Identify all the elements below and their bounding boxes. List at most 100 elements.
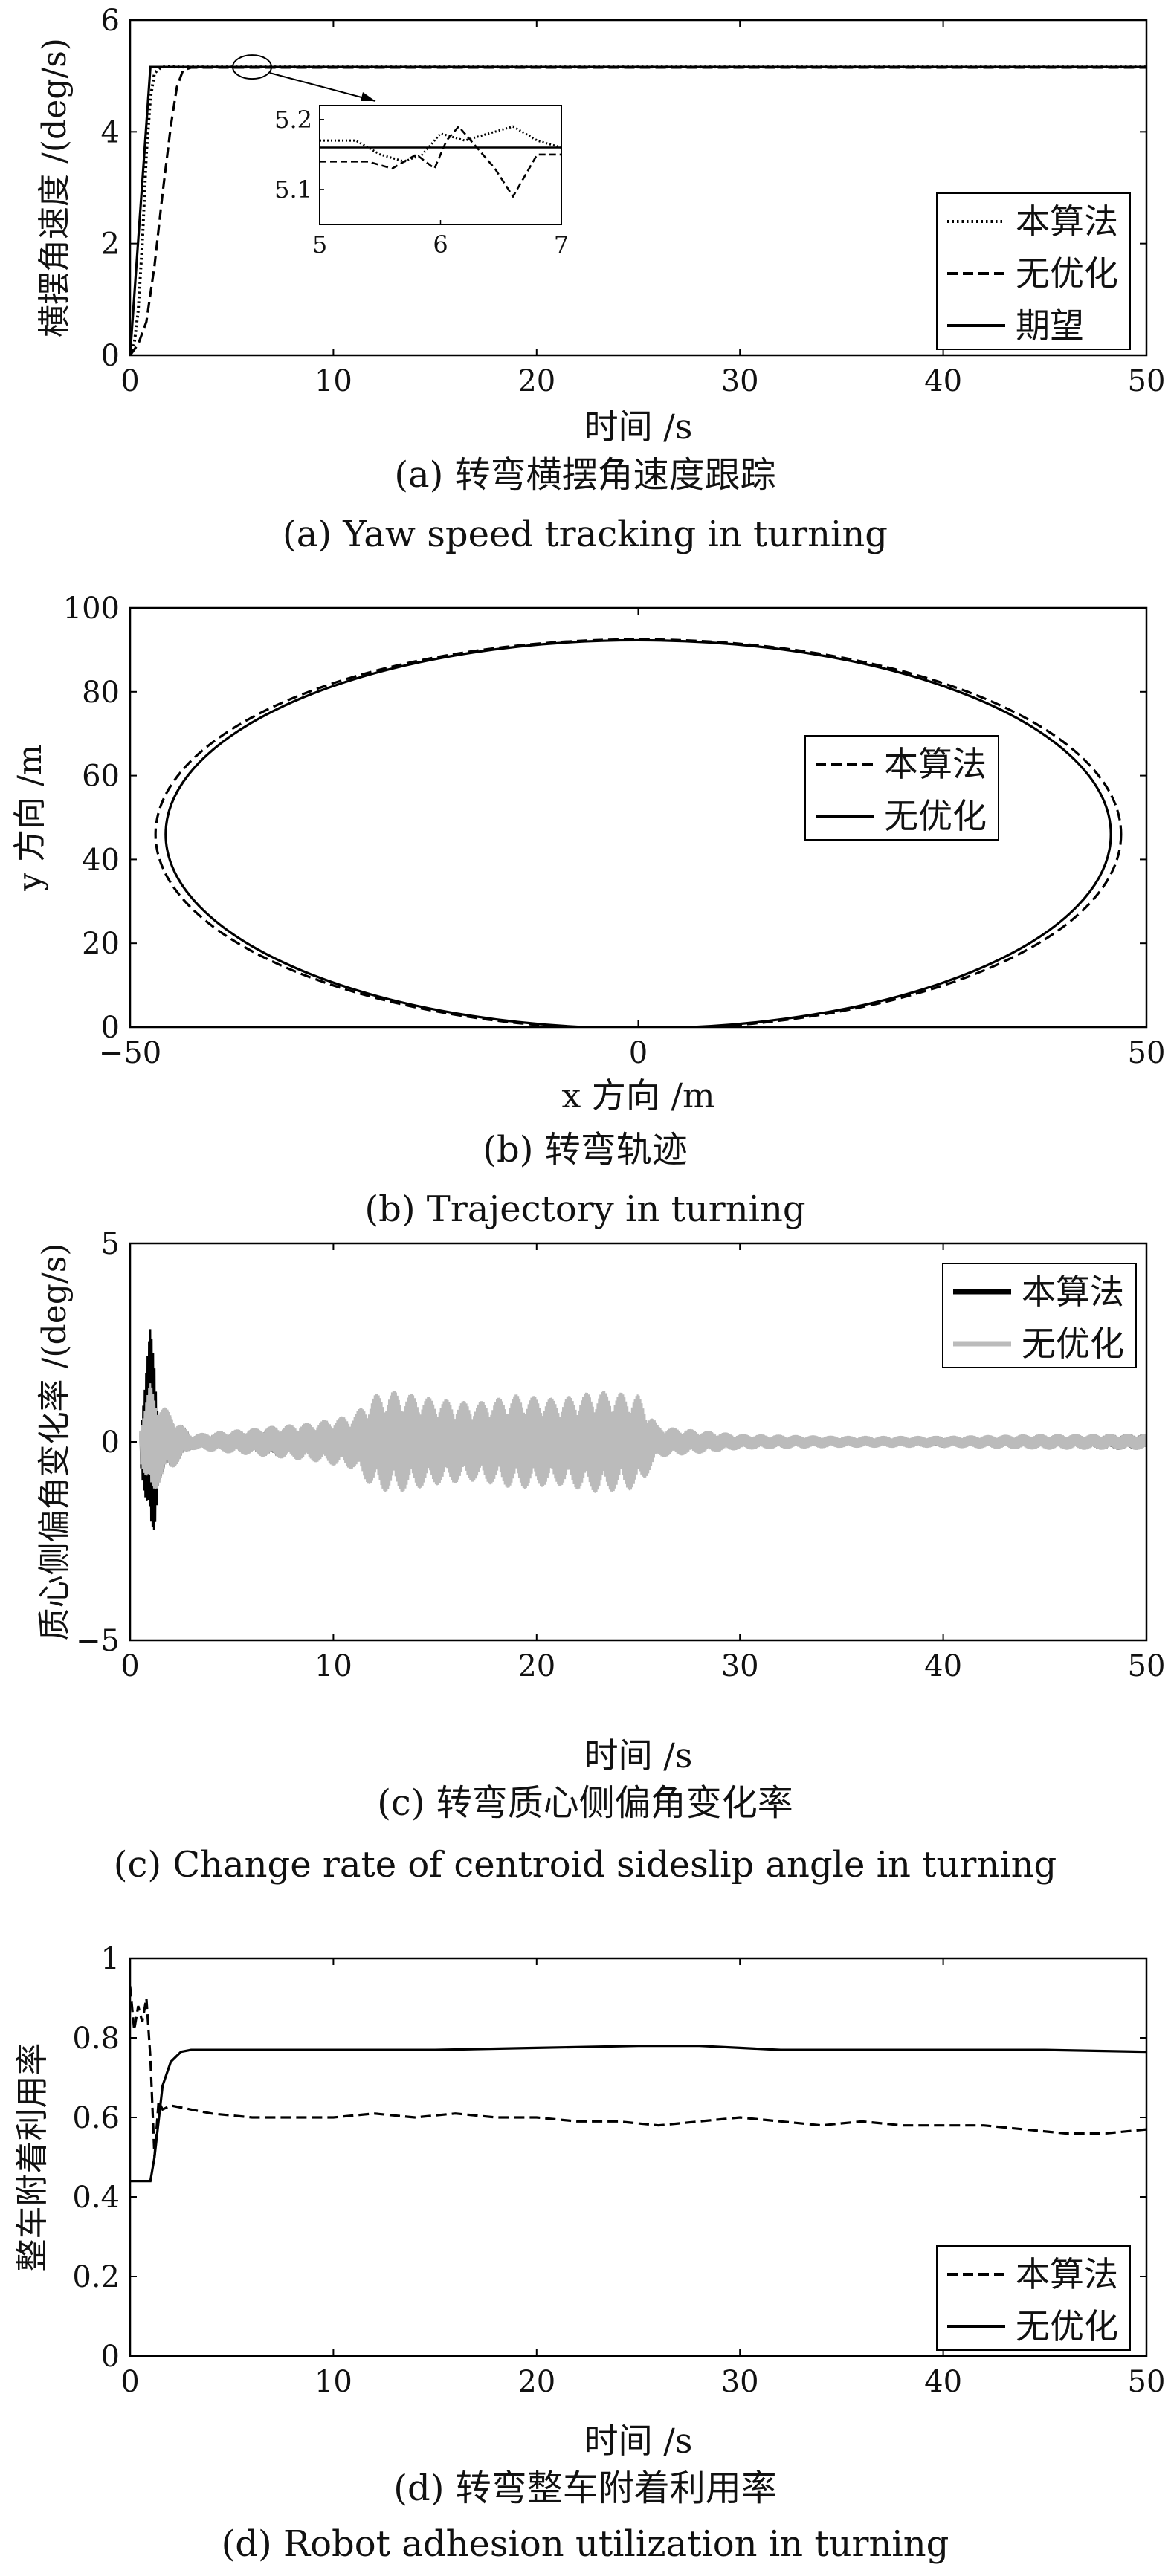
y-tick-label: 1 — [101, 1942, 120, 1976]
x-axis-label: 时间 /s — [584, 1735, 693, 1776]
y-tick-label: 20 — [82, 927, 120, 961]
plot-area — [130, 65, 1146, 355]
series-line — [130, 66, 1146, 355]
caption-en: (b) Trajectory in turning — [364, 1188, 805, 1230]
x-tick-label: 40 — [924, 364, 962, 398]
y-tick-label: −5 — [76, 1624, 120, 1658]
inset-y-tick-label: 5.1 — [274, 175, 312, 204]
axes-frame — [129, 606, 1148, 1029]
y-tick-label: 4 — [101, 115, 120, 149]
x-tick-label: 40 — [924, 2365, 962, 2399]
caption-cn: (b) 转弯轨迹 — [483, 1129, 687, 1171]
x-tick-label: 0 — [629, 1036, 648, 1070]
y-tick-label: 0 — [101, 1011, 120, 1045]
y-tick-label: 0.8 — [72, 2022, 120, 2056]
legend-label: 无优化 — [1016, 253, 1118, 294]
inset-frame — [319, 105, 562, 225]
series-line — [154, 638, 1123, 1027]
y-axis-label: 整车附着利用率 — [13, 2043, 51, 2272]
x-axis-label: 时间 /s — [584, 2421, 693, 2461]
y-tick-label: 100 — [63, 592, 120, 626]
x-tick-label: −50 — [99, 1036, 161, 1070]
inset-series-line — [320, 125, 561, 198]
series-line — [130, 2045, 1146, 2183]
y-tick-label: 40 — [82, 843, 120, 877]
y-axis-label: 横摆角速度 /(deg/s) — [36, 38, 74, 337]
x-axis-label: x 方向 /m — [561, 1075, 714, 1116]
y-tick-label: 0.6 — [72, 2101, 120, 2135]
x-tick-label: 50 — [1128, 2365, 1166, 2399]
y-tick-label: 0 — [101, 2340, 120, 2374]
axes-frame — [129, 1957, 1148, 2357]
inset-x-tick-label: 7 — [554, 230, 569, 259]
y-tick-label: 0 — [101, 1425, 120, 1460]
x-tick-label: 10 — [314, 364, 352, 398]
x-tick-label: 50 — [1128, 364, 1166, 398]
caption-en: (d) Robot adhesion utilization in turnin… — [222, 2523, 949, 2565]
inset-y-tick-label: 5.2 — [274, 106, 312, 134]
plot-area — [154, 638, 1123, 1027]
x-tick-label: 50 — [1128, 1649, 1166, 1683]
zoom-marker — [232, 54, 273, 80]
zoom-arrowhead — [361, 92, 375, 101]
y-tick-label: 0.2 — [72, 2260, 120, 2294]
inset-x-tick-label: 5 — [312, 230, 327, 259]
legend-label: 无优化 — [1016, 2306, 1118, 2346]
x-tick-label: 20 — [517, 364, 555, 398]
y-tick-label: 2 — [101, 227, 120, 262]
y-tick-label: 80 — [82, 676, 120, 710]
y-tick-label: 5 — [101, 1227, 120, 1261]
x-tick-label: 30 — [721, 1649, 759, 1683]
legend-label: 本算法 — [1016, 201, 1118, 242]
y-tick-label: 60 — [82, 760, 120, 794]
axes-frame — [129, 19, 1148, 357]
legend-label: 无优化 — [884, 796, 987, 836]
plot-area — [130, 1986, 1146, 2183]
caption-en: (c) Change rate of centroid sideslip ang… — [114, 1844, 1057, 1886]
series-line — [164, 638, 1112, 1027]
x-tick-label: 10 — [314, 1649, 352, 1683]
series-line — [130, 65, 1146, 355]
x-tick-label: 30 — [721, 2365, 759, 2399]
x-tick-label: 30 — [721, 364, 759, 398]
legend-label: 期望 — [1016, 305, 1084, 346]
x-tick-label: 20 — [517, 2365, 555, 2399]
y-tick-label: 6 — [101, 4, 120, 38]
x-axis-label: 时间 /s — [584, 407, 693, 447]
y-axis-label: y 方向 /m — [11, 744, 49, 891]
caption-cn: (d) 转弯整车附着利用率 — [393, 2467, 776, 2509]
legend-label: 本算法 — [1022, 1272, 1124, 1312]
plot-area — [139, 1329, 1146, 1530]
x-tick-label: 20 — [517, 1649, 555, 1683]
caption-cn: (a) 转弯横摆角速度跟踪 — [394, 454, 775, 496]
legend-label: 无优化 — [1022, 1324, 1124, 1364]
x-tick-label: 0 — [120, 2365, 139, 2399]
series-line — [130, 65, 1146, 355]
inset-x-tick-label: 6 — [433, 230, 448, 259]
x-tick-label: 0 — [120, 1649, 139, 1683]
x-tick-label: 10 — [314, 2365, 352, 2399]
series-line — [139, 1383, 1146, 1493]
axes-frame — [129, 1242, 1148, 1642]
caption-en: (a) Yaw speed tracking in turning — [283, 514, 888, 555]
series-line — [130, 1986, 1146, 2158]
legend-box — [804, 735, 999, 841]
x-tick-label: 0 — [120, 364, 139, 398]
inset-chart: 5 6 7 5.1 5.2 — [274, 105, 569, 259]
inset-plot — [320, 125, 561, 198]
y-axis-label: 质心侧偏角变化率 /(deg/s) — [36, 1243, 74, 1641]
x-tick-label: 40 — [924, 1649, 962, 1683]
y-tick-label: 0.4 — [72, 2181, 120, 2215]
legend-label: 本算法 — [1016, 2254, 1118, 2294]
y-tick-label: 0 — [101, 339, 120, 373]
legend-box — [942, 1263, 1137, 1368]
x-tick-label: 50 — [1128, 1036, 1166, 1070]
